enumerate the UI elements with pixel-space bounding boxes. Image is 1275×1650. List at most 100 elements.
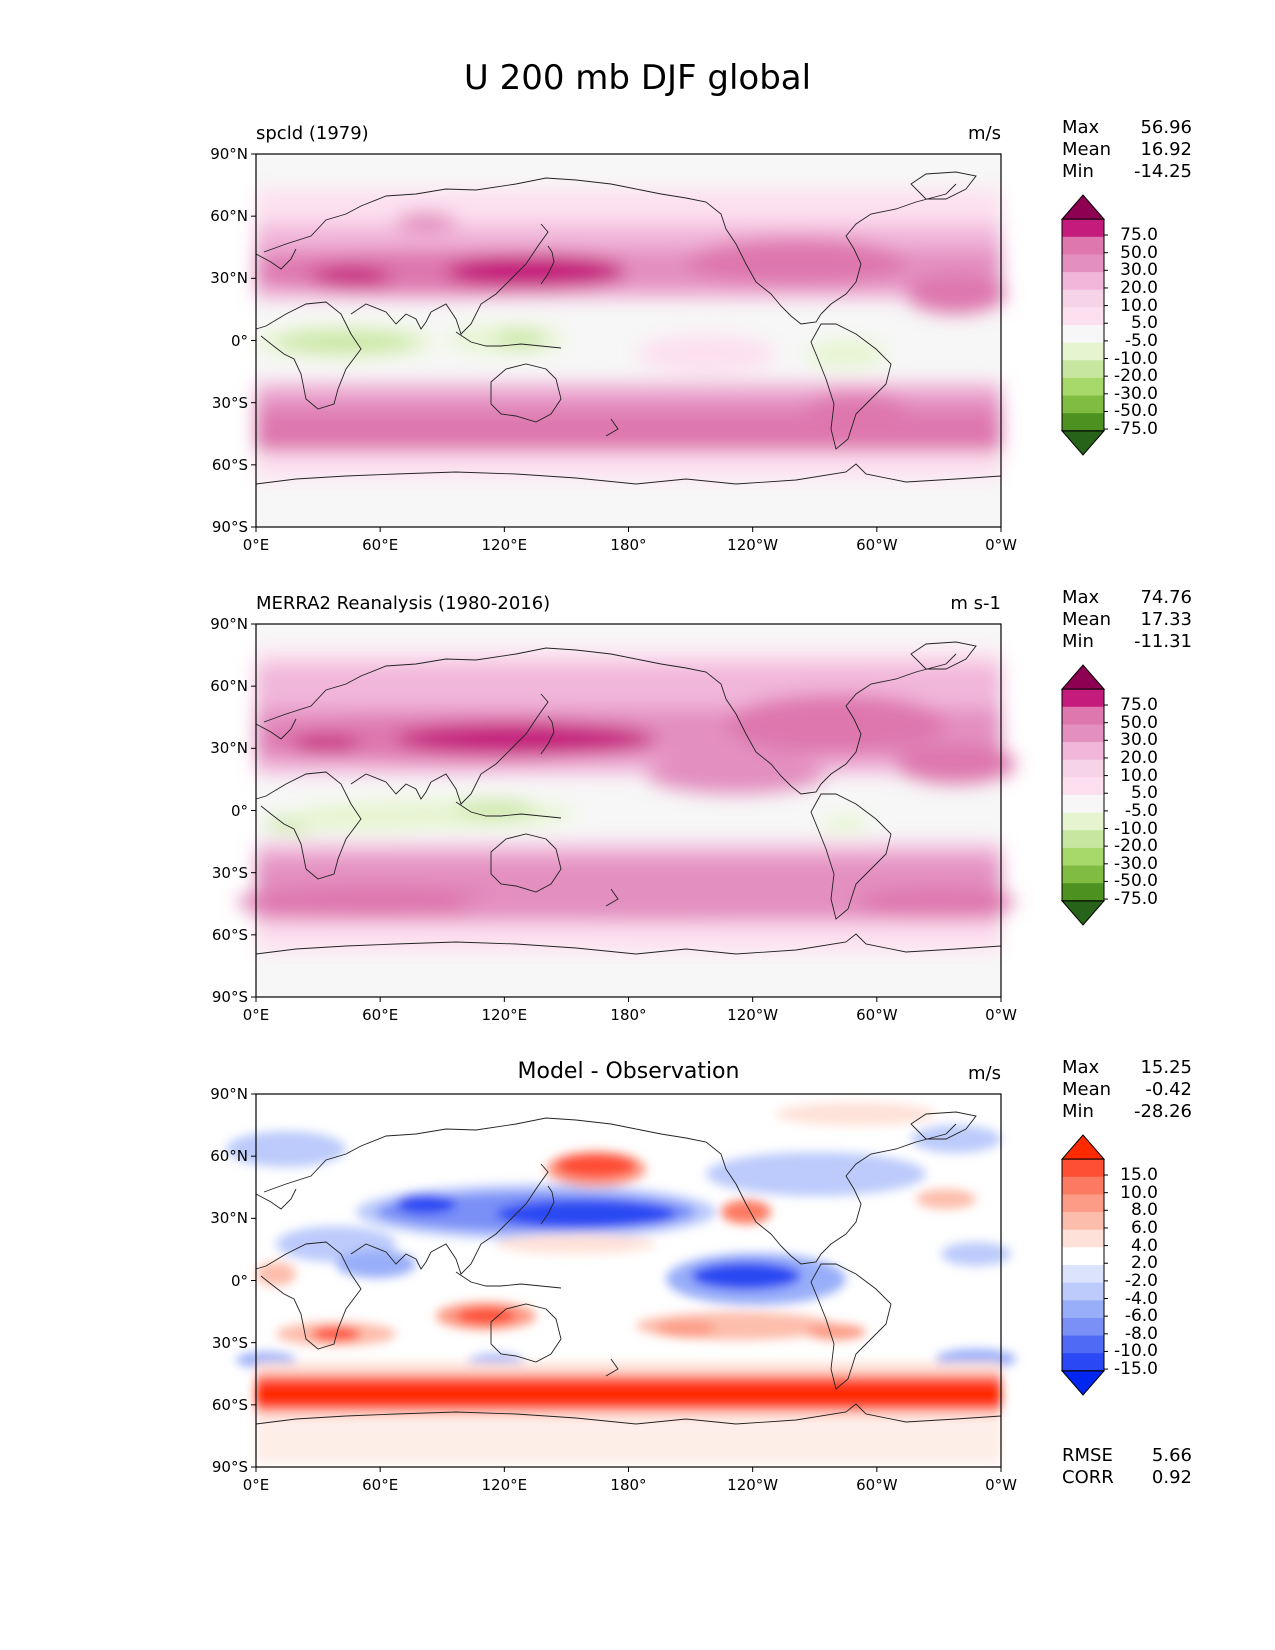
lat-tick-label: 0° (230, 1271, 248, 1290)
colorbar-segment (1062, 413, 1104, 432)
lat-tick-label: 60°N (210, 677, 248, 696)
colorbar-tick-label: 5.0 (1130, 783, 1158, 804)
colorbar-tick-label: 10.0 (1120, 295, 1158, 316)
colorbar-tick-label: 50.0 (1120, 712, 1158, 733)
lat-tick-label: 60°S (211, 1395, 248, 1414)
colorbar-extension-top (1060, 194, 1106, 220)
lat-tick-label: 30°S (211, 1333, 248, 1352)
colorbar-segment (1062, 307, 1104, 326)
panel-1-stats: Max 56.96 Mean 16.92 Min -14.25 (1062, 117, 1192, 182)
colorbar-tick-label: -75.0 (1114, 889, 1158, 910)
figure-title: U 200 mb DJF global (463, 58, 812, 98)
colorbar-segment (1062, 812, 1104, 831)
colorbar-tick-label: -6.0 (1124, 1306, 1158, 1327)
colorbar-segment (1062, 1317, 1104, 1337)
colorbar-frame (1061, 1158, 1105, 1372)
colorbar-frame (1061, 688, 1105, 902)
colorbar-tick-label: -30.0 (1114, 853, 1158, 874)
panel-3-metrics: RMSE 5.66 CORR 0.92 (1062, 1445, 1192, 1488)
colorbar-tick-label: 15.0 (1120, 1165, 1158, 1186)
colorbar-segment (1062, 724, 1104, 743)
colorbar-segment (1062, 865, 1104, 884)
colorbar-tick-label: -10.0 (1114, 348, 1158, 369)
axis-ticks (251, 153, 1002, 1472)
colorbar-segment (1062, 689, 1104, 708)
lat-tick-label: 30°S (211, 863, 248, 882)
lat-tick-label: 30°N (210, 269, 248, 288)
colorbar-segment (1062, 1247, 1104, 1266)
panel-3-stats: Max 15.25 Mean -0.42 Min -28.26 (1062, 1057, 1192, 1122)
colorbar-segment (1062, 1176, 1104, 1195)
lon-tick-label: 60°E (362, 1476, 399, 1494)
panel-3-units: m/s (968, 1063, 1001, 1084)
lon-tick-label: 60°E (362, 1006, 399, 1024)
lon-tick-label: 180° (610, 1476, 647, 1494)
colorbar-tick-label: 6.0 (1130, 1217, 1158, 1238)
colorbar-tick-label: 4.0 (1130, 1235, 1158, 1256)
lat-tick-label: 60°S (211, 925, 248, 944)
colorbar-tick-label: -10.0 (1114, 818, 1158, 839)
panel-1-title: spcld (1979) (256, 123, 369, 144)
lon-tick-label: 180° (610, 536, 647, 554)
panel-3-title: Model - Observation (517, 1059, 740, 1084)
colorbar-segment (1062, 1194, 1104, 1213)
colorbar-tick-label: -10.0 (1114, 1341, 1158, 1362)
colorbar-segment (1062, 1335, 1104, 1354)
colorbar-segment (1062, 289, 1104, 308)
lon-tick-label: 120°W (727, 1476, 779, 1494)
colorbar-tick-label: -20.0 (1114, 836, 1158, 857)
colorbar-segment (1062, 706, 1104, 725)
colorbar-segment (1062, 342, 1104, 361)
colorbar-segment (1062, 377, 1104, 397)
lat-tick-label: 0° (230, 801, 248, 820)
colorbar-segment (1062, 777, 1104, 796)
colorbar-extension-top (1060, 664, 1106, 690)
panel-3-map (226, 1093, 1016, 1468)
panel-2-units: m s-1 (950, 593, 1001, 614)
colorbar-segment (1062, 742, 1104, 761)
colorbar-segment (1062, 395, 1104, 414)
colorbar-tick-label: 5.0 (1130, 313, 1158, 334)
colorbar-segment (1062, 1212, 1104, 1231)
colorbar-segment (1062, 254, 1104, 273)
colorbar-segment (1062, 759, 1104, 778)
colorbar-tick-label: 10.0 (1120, 1182, 1158, 1203)
colorbar-tick-label: 20.0 (1120, 277, 1158, 298)
panel-1-map (255, 153, 1006, 528)
colorbar-extension-top (1060, 1134, 1106, 1160)
lat-tick-label: 90°N (210, 615, 248, 633)
colorbar-segment (1062, 830, 1104, 849)
lat-tick-label: 60°N (210, 1147, 248, 1166)
colorbar-segment (1062, 219, 1104, 238)
panel-1-units: m/s (968, 123, 1001, 144)
lat-tick-label: 30°N (210, 1209, 248, 1228)
lat-tick-label: 60°S (211, 455, 248, 474)
colorbar-tick-label: -4.0 (1124, 1288, 1158, 1309)
colorbar-segment (1062, 847, 1104, 867)
colorbar-tick-label: -30.0 (1114, 383, 1158, 404)
colorbar-tick-label: -15.0 (1114, 1359, 1158, 1380)
colorbar-tick-label: 20.0 (1120, 747, 1158, 768)
lon-tick-label: 60°W (856, 1006, 898, 1024)
colorbar-tick-label: 10.0 (1120, 765, 1158, 786)
colorbar-segment (1062, 1300, 1104, 1319)
lon-tick-label: 0°E (242, 536, 270, 554)
lon-tick-label: 120°E (481, 536, 528, 554)
lat-tick-label: 0° (230, 331, 248, 350)
lon-tick-label: 120°E (481, 1006, 528, 1024)
lon-tick-label: 60°W (856, 1476, 898, 1494)
lat-tick-label: 90°N (210, 1085, 248, 1103)
panel-2-map (236, 623, 1016, 998)
colorbar-segment (1062, 1282, 1104, 1301)
colorbar-tick-label: 75.0 (1120, 225, 1158, 246)
lat-tick-label: 30°S (211, 393, 248, 412)
colorbar-tick-label: 8.0 (1130, 1200, 1158, 1221)
colorbar-tick-label: 30.0 (1120, 730, 1158, 751)
colorbar-segment (1062, 272, 1104, 291)
lon-tick-label: 0°E (242, 1006, 270, 1024)
colorbar-tick-label: -5.0 (1124, 800, 1158, 821)
lat-tick-label: 90°S (211, 518, 248, 536)
colorbar-tick-label: -50.0 (1114, 401, 1158, 422)
lat-tick-label: 90°S (211, 1458, 248, 1476)
